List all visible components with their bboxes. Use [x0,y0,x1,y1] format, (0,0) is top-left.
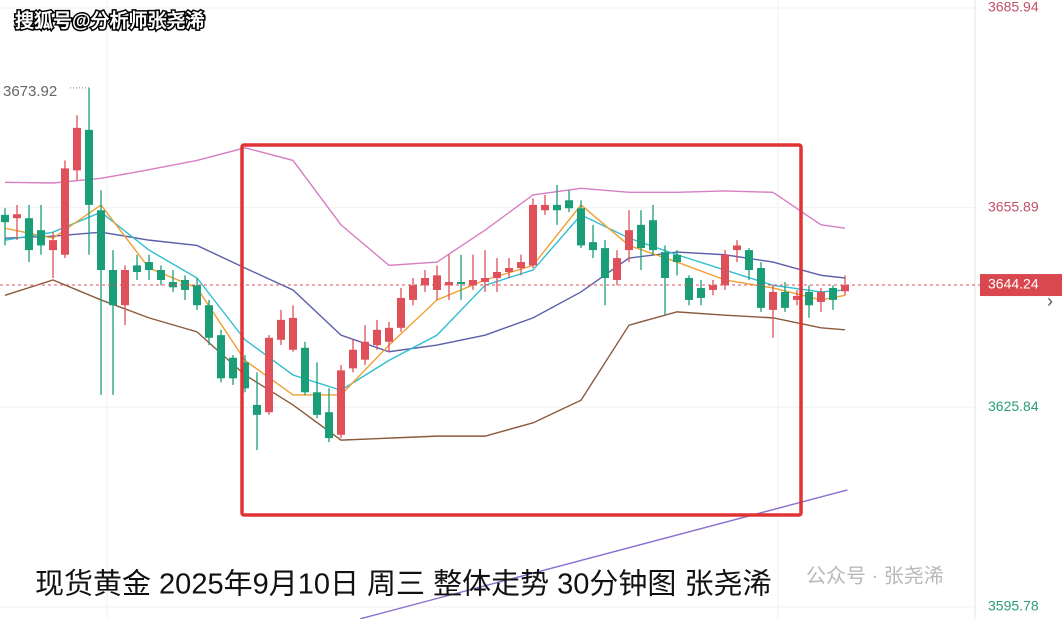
watermark: 搜狐号@分析师张尧浠 [15,9,205,32]
candle-body [805,291,813,306]
candle-body [325,412,333,439]
y-tick-label: 3655.89 [988,198,1039,214]
candle-body [541,204,549,211]
indicator-line [4,279,846,441]
candle-body [349,349,357,369]
candle-body [589,242,597,251]
candle-body [265,337,273,413]
candle-body [253,404,261,415]
candle-body [145,262,153,271]
candle-body [709,285,717,290]
candle-body [481,278,489,282]
candle-body [529,204,537,266]
candle-body [469,279,477,286]
y-tick-label: 3595.78 [988,598,1039,614]
candle-body [757,268,765,308]
candle-body [193,285,201,306]
arrow-icon[interactable]: › [1047,291,1053,311]
candle-body [601,248,609,279]
candle-body [781,291,789,308]
candle-body [721,254,729,286]
candle-body [565,200,573,209]
candle-body [613,258,621,280]
indicator-lines [4,147,848,619]
candle-body [73,127,81,171]
indicator-line [360,489,848,619]
candle-body [733,245,741,251]
candle-body [25,218,33,251]
candle-body [685,278,693,300]
candles: 3673.92 [0,83,980,451]
y-axis: 3595.78 3625.84 3655.89 3685.94 3644.24 [980,0,1062,614]
candle-body [637,224,645,249]
candle-body [301,347,309,393]
candle-body [1,214,9,223]
candle-body [673,254,681,263]
candle-body [505,268,513,273]
candle-body [553,204,561,211]
y-tick-label: 3685.94 [988,0,1039,15]
candle-body [361,341,369,360]
candle-body [217,335,225,379]
candle-body [745,250,753,271]
candle-body [313,392,321,415]
candle-body [241,362,249,389]
candle-body [181,279,189,290]
candle-body [385,327,393,342]
highlight-box [240,143,803,517]
candle-body [229,357,237,379]
candle-body [649,220,657,251]
candle-body [13,214,21,219]
candle-body [121,270,129,306]
candle-body [97,210,105,271]
candle-body [61,168,69,255]
candle-body [277,319,285,340]
last-price-tag [980,274,1062,297]
candle-body [397,297,405,328]
candle-body [157,270,165,280]
chart-title: 现货黄金 2025年9月10日 周三 整体走势 30分钟图 张尧浠 [35,568,771,601]
indicator-line [4,211,846,392]
candle-body [697,287,705,298]
candle-body [577,208,585,246]
candle-body [49,240,57,251]
candle-body [337,370,345,435]
candle-body [169,281,177,288]
indicator-line [4,147,846,267]
candle-body [205,305,213,338]
candle-body [85,129,93,205]
candle-body [793,295,801,300]
candle-body [409,285,417,300]
scroll-button[interactable]: › [1047,291,1053,311]
candle-body [133,265,141,273]
y-tick-label: 3625.84 [988,398,1039,414]
candle-body [373,329,381,346]
last-price-label: 3644.24 [988,276,1039,292]
candle-body [625,230,633,251]
max-label: 3673.92 [3,83,57,100]
candle-body [109,270,117,306]
candle-body [829,287,837,300]
candle-body [445,281,453,286]
candle-body [769,291,777,310]
watermark-2: 公众号 · 张尧浠 [806,564,944,587]
grid [0,7,975,608]
candle-body [289,317,297,350]
candle-body [433,275,441,290]
candle-body [517,262,525,269]
candle-body [493,272,501,279]
candle-body [37,230,45,246]
candle-body [817,291,825,302]
candle-body [661,252,669,279]
candle-body [841,285,849,292]
indicator-line [4,203,846,396]
candle-body [457,281,465,284]
candle-body [421,278,429,286]
